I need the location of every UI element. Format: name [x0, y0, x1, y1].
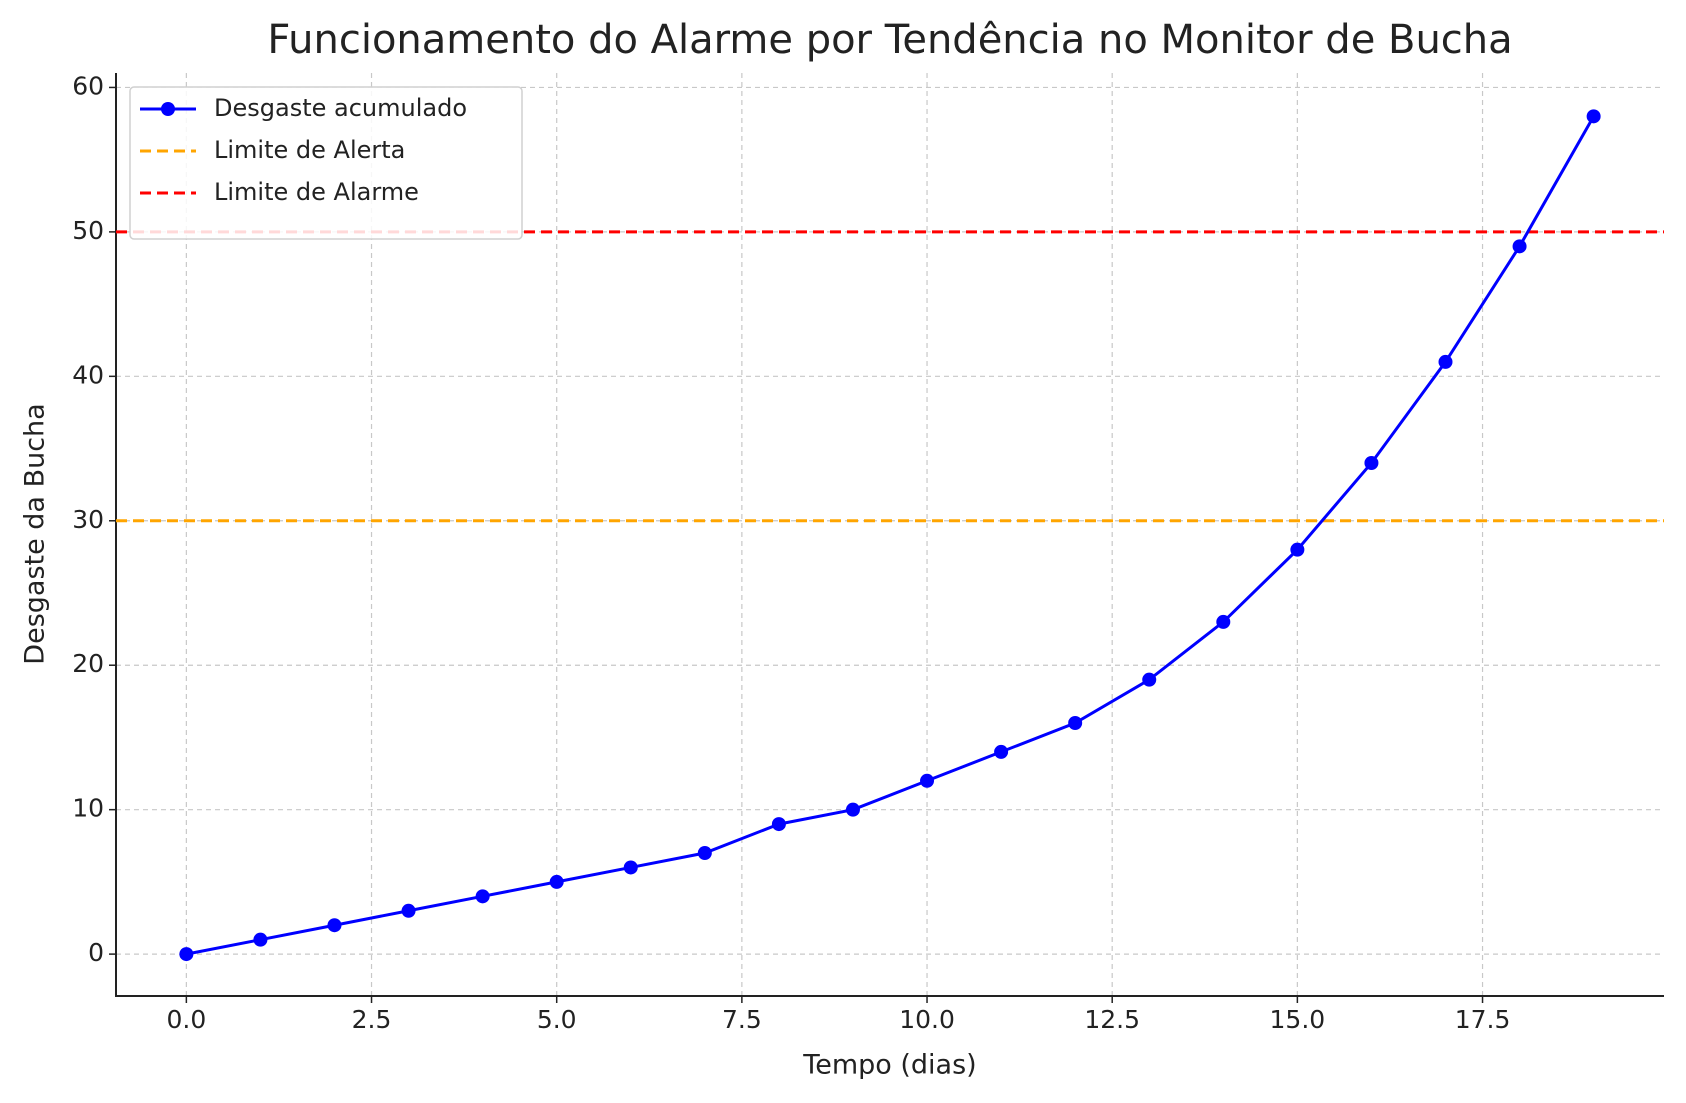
legend-label: Desgaste acumulado — [214, 94, 467, 122]
x-tick-label: 7.5 — [722, 1005, 762, 1034]
legend-label: Limite de Alarme — [214, 178, 419, 206]
y-tick-label: 0 — [88, 938, 104, 967]
y-tick-label: 10 — [72, 794, 104, 823]
point — [623, 860, 638, 875]
point — [549, 874, 564, 889]
y-tick-label: 40 — [72, 360, 104, 389]
y-tick-label: 60 — [72, 71, 104, 100]
x-tick-label: 12.5 — [1084, 1005, 1140, 1034]
point — [1512, 239, 1527, 254]
x-tick-label: 17.5 — [1455, 1005, 1511, 1034]
y-tick-label: 30 — [72, 505, 104, 534]
point — [1142, 672, 1157, 687]
point — [1068, 716, 1083, 730]
point — [771, 817, 786, 832]
x-tick-label: 10.0 — [899, 1005, 955, 1034]
point — [1364, 456, 1379, 470]
y-tick-label: 50 — [72, 216, 104, 245]
point — [1438, 354, 1453, 369]
y-tick-label: 20 — [72, 649, 104, 678]
point — [1290, 542, 1305, 557]
chart-title: Funcionamento do Alarme por Tendência no… — [267, 17, 1512, 63]
legend-label: Limite de Alerta — [214, 136, 405, 164]
x-tick-label: 0.0 — [166, 1005, 206, 1034]
legend-marker — [161, 102, 175, 116]
point — [1586, 109, 1601, 124]
x-tick-label: 5.0 — [537, 1005, 577, 1034]
legend-box — [129, 86, 523, 240]
point — [1216, 614, 1231, 629]
point — [179, 947, 194, 962]
y-axis-label: Desgaste da Bucha — [20, 403, 51, 664]
point — [475, 889, 490, 904]
point — [845, 802, 860, 817]
point — [401, 903, 416, 918]
x-tick-label: 2.5 — [352, 1005, 392, 1034]
x-tick-label: 15.0 — [1270, 1005, 1326, 1034]
point — [697, 846, 712, 860]
axes — [115, 73, 1664, 997]
series-line — [186, 115, 1595, 956]
x-axis-label: Tempo (dias) — [802, 1050, 976, 1081]
point — [920, 773, 935, 788]
point — [994, 744, 1009, 759]
point — [253, 932, 268, 947]
point — [327, 918, 342, 933]
